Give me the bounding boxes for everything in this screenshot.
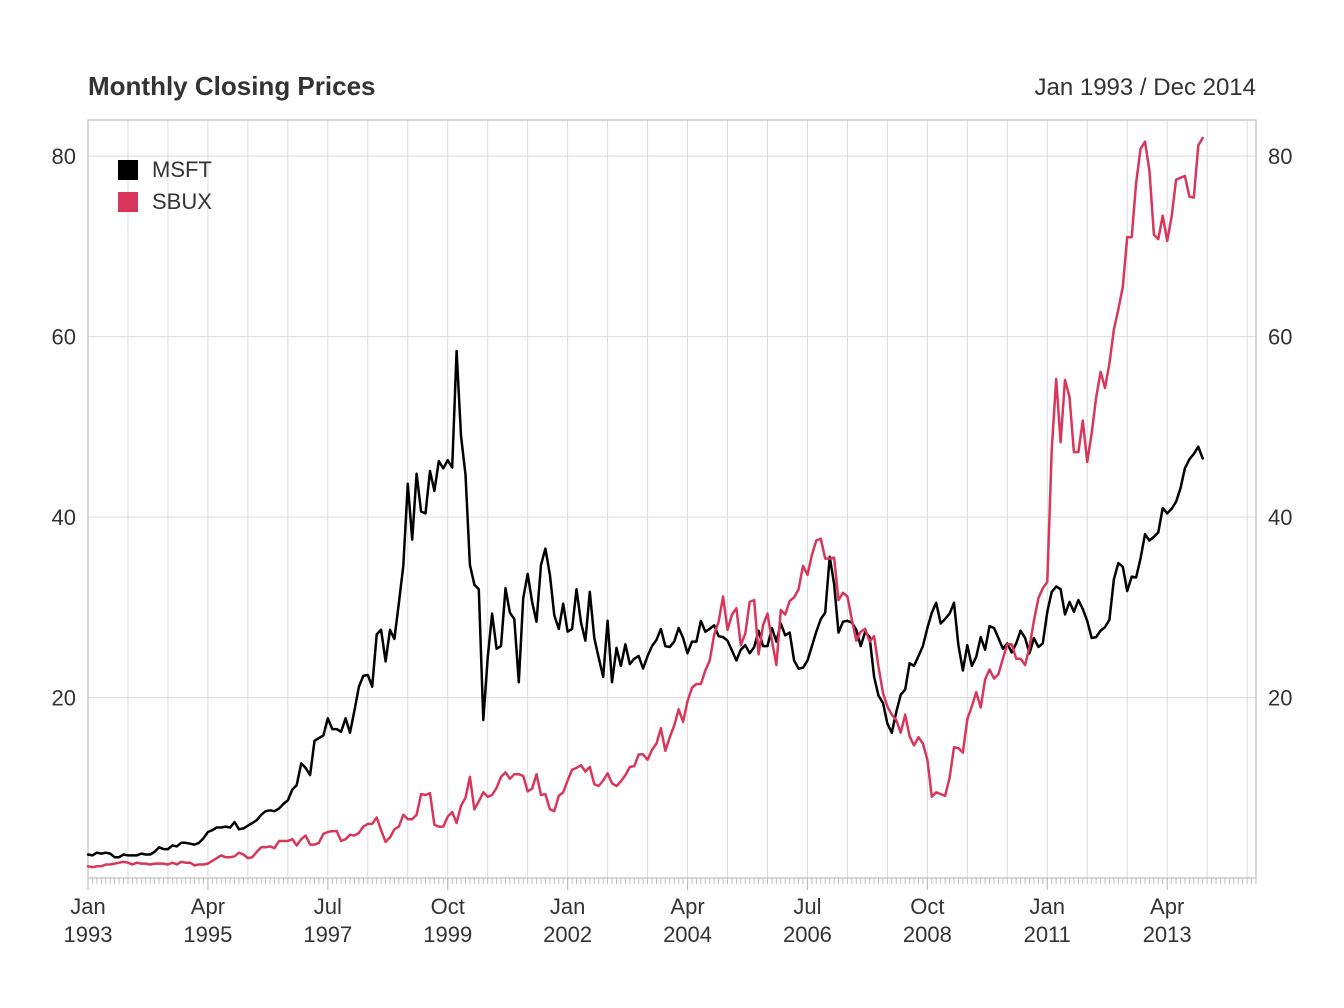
- legend-swatch-msft: [118, 160, 138, 180]
- x-tick-month: Jul: [314, 894, 342, 919]
- x-tick-month: Jan: [70, 894, 105, 919]
- x-tick-year: 2013: [1143, 922, 1192, 947]
- x-tick-month: Jan: [1030, 894, 1065, 919]
- x-tick-month: Apr: [191, 894, 225, 919]
- x-tick-year: 1993: [64, 922, 113, 947]
- x-tick-year: 2011: [1024, 922, 1071, 947]
- x-tick-year: 1995: [183, 922, 232, 947]
- chart-svg: Monthly Closing Prices Jan 1993 / Dec 201…: [0, 0, 1344, 1008]
- x-tick-year: 2008: [903, 922, 952, 947]
- y-tick-right: 40: [1268, 505, 1292, 530]
- y-tick-right: 20: [1268, 686, 1292, 711]
- x-tick-month: Jan: [550, 894, 585, 919]
- x-tick-month: Oct: [431, 894, 465, 919]
- legend-swatch-sbux: [118, 192, 138, 212]
- x-tick-year: 1999: [423, 922, 472, 947]
- legend-label-sbux: SBUX: [152, 189, 212, 214]
- chart-container: Monthly Closing Prices Jan 1993 / Dec 201…: [0, 0, 1344, 1008]
- x-tick-month: Jul: [793, 894, 821, 919]
- y-tick-left: 20: [52, 686, 76, 711]
- x-tick-year: 2004: [663, 922, 712, 947]
- chart-title: Monthly Closing Prices: [88, 71, 376, 101]
- x-tick-month: Apr: [1150, 894, 1184, 919]
- legend-label-msft: MSFT: [152, 157, 212, 182]
- y-tick-left: 40: [52, 505, 76, 530]
- x-tick-year: 1997: [303, 922, 352, 947]
- x-tick-year: 2006: [783, 922, 832, 947]
- chart-date-range: Jan 1993 / Dec 2014: [1035, 74, 1257, 101]
- y-tick-right: 60: [1268, 325, 1292, 350]
- x-tick-year: 2002: [543, 922, 592, 947]
- x-tick-month: Oct: [910, 894, 944, 919]
- y-tick-right: 80: [1268, 144, 1292, 169]
- y-tick-left: 80: [52, 144, 76, 169]
- x-tick-month: Apr: [670, 894, 704, 919]
- y-tick-left: 60: [52, 325, 76, 350]
